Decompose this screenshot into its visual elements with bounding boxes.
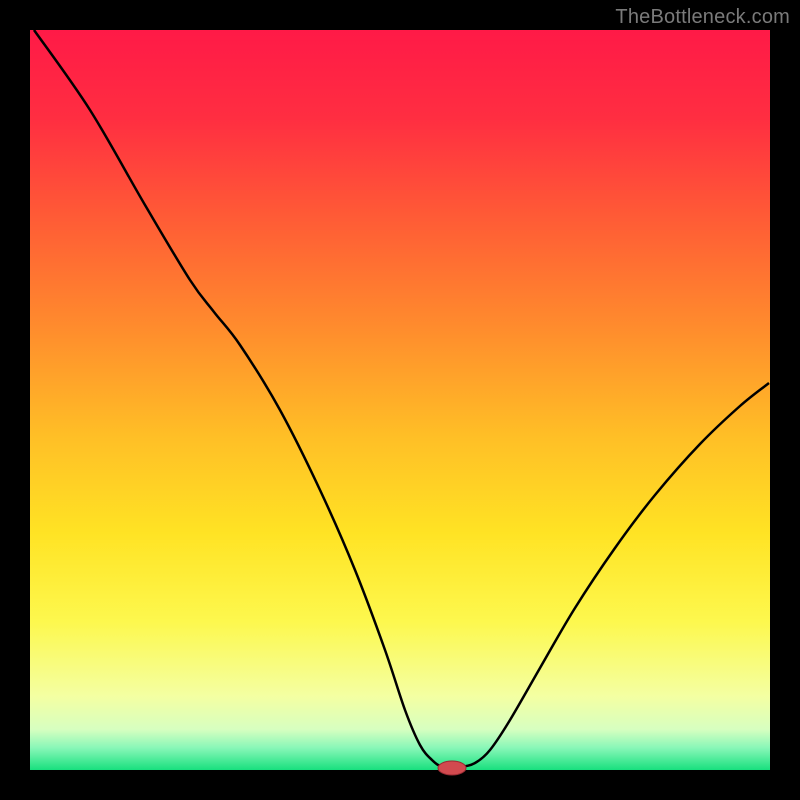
bottleneck-marker — [438, 761, 466, 775]
chart-svg — [0, 0, 800, 800]
chart-stage: TheBottleneck.com — [0, 0, 800, 800]
watermark-text: TheBottleneck.com — [615, 6, 790, 29]
plot-area — [30, 30, 770, 770]
